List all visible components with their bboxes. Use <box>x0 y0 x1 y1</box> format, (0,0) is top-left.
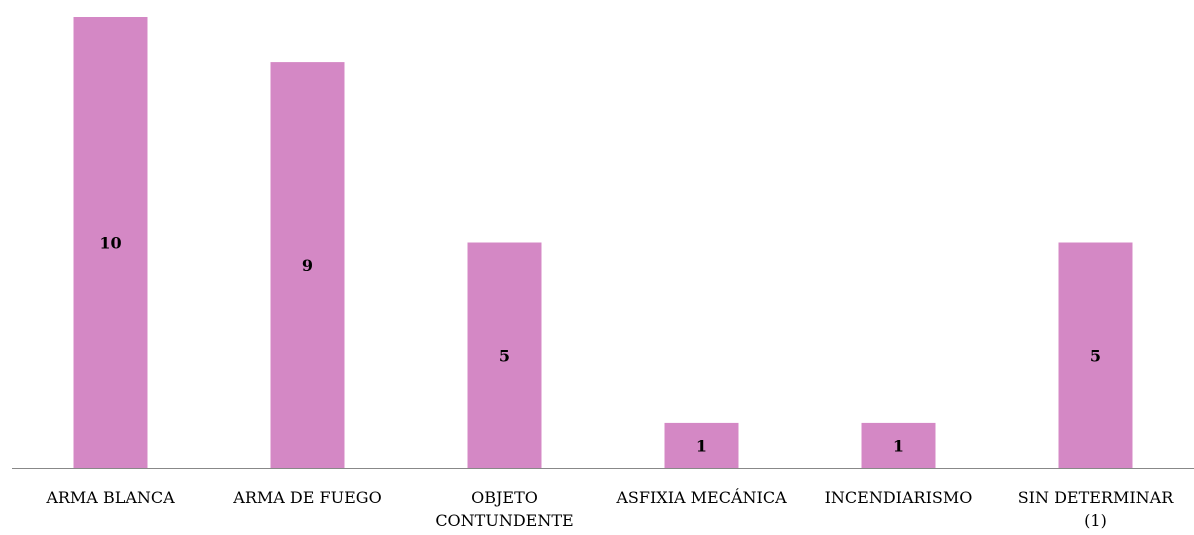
category-label-line: (1) <box>1084 511 1107 530</box>
category-label-line: SIN DETERMINAR <box>1018 488 1175 507</box>
data-label-1: 9 <box>302 256 313 275</box>
data-label-2: 5 <box>499 346 510 365</box>
category-label-line: OBJETO <box>471 488 538 507</box>
bar-5 <box>1058 242 1133 468</box>
category-label-3: ASFIXIA MECÁNICA <box>615 487 787 507</box>
category-label-line: CONTUNDENTE <box>435 511 573 530</box>
category-label-2: OBJETO CONTUNDENTE <box>435 488 573 530</box>
bar-4 <box>861 422 936 468</box>
category-label-line: ARMA BLANCA <box>45 488 175 507</box>
bar-2 <box>467 242 542 468</box>
bar-0 <box>73 17 148 468</box>
data-label-4: 1 <box>893 436 904 455</box>
bars-group <box>73 17 1133 468</box>
category-label-4: INCENDIARISMO <box>825 488 973 507</box>
category-label-line: ASFIXIA MECÁNICA <box>615 487 787 507</box>
data-label-5: 5 <box>1090 346 1101 365</box>
bar-3 <box>664 422 739 468</box>
data-labels-group: 10 9 5 1 1 5 <box>99 234 1101 456</box>
data-label-3: 1 <box>696 436 707 455</box>
category-label-1: ARMA DE FUEGO <box>232 488 381 507</box>
category-label-line: INCENDIARISMO <box>825 488 973 507</box>
category-labels-group: ARMA BLANCA ARMA DE FUEGO OBJETO CONTUNDENT… <box>45 487 1174 530</box>
category-label-0: ARMA BLANCA <box>45 488 175 507</box>
category-label-5: SIN DETERMINAR (1) <box>1018 488 1175 530</box>
bar-1 <box>270 62 345 468</box>
category-label-line: ARMA DE FUEGO <box>232 488 381 507</box>
data-label-0: 10 <box>99 234 121 253</box>
